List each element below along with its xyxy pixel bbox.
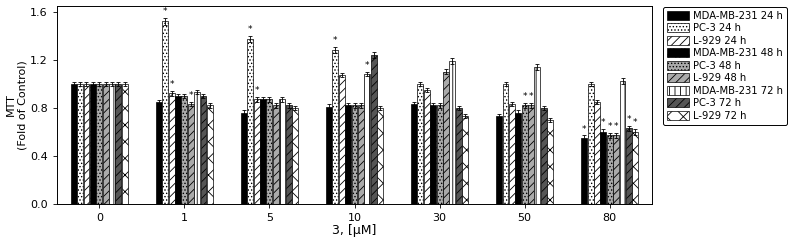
Bar: [260, 99, 266, 204]
Bar: [90, 84, 96, 204]
Bar: [522, 105, 527, 204]
Bar: [450, 61, 455, 204]
Bar: [71, 84, 77, 204]
Bar: [292, 108, 298, 204]
Bar: [175, 96, 181, 204]
Bar: [581, 138, 587, 204]
Text: *: *: [614, 122, 619, 131]
Bar: [370, 55, 377, 204]
Text: *: *: [529, 92, 534, 101]
Bar: [588, 84, 594, 204]
Bar: [285, 105, 292, 204]
Bar: [351, 105, 358, 204]
Bar: [417, 84, 423, 204]
Bar: [109, 84, 115, 204]
Text: *: *: [626, 115, 631, 124]
Text: *: *: [523, 92, 527, 101]
Bar: [462, 116, 468, 204]
Bar: [207, 105, 213, 204]
Bar: [594, 102, 600, 204]
Bar: [266, 99, 272, 204]
Bar: [96, 84, 102, 204]
Text: *: *: [633, 118, 638, 127]
Bar: [254, 99, 259, 204]
Bar: [83, 84, 90, 204]
Bar: [411, 104, 417, 204]
Bar: [534, 67, 540, 204]
Text: *: *: [255, 87, 259, 95]
Bar: [626, 128, 632, 204]
Bar: [613, 135, 619, 204]
Bar: [496, 116, 502, 204]
Bar: [241, 113, 247, 204]
Legend: MDA-MB-231 24 h, PC-3 24 h, L-929 24 h, MDA-MB-231 48 h, PC-3 48 h, L-929 48 h, : MDA-MB-231 24 h, PC-3 24 h, L-929 24 h, …: [663, 7, 787, 125]
Bar: [279, 99, 285, 204]
Bar: [102, 84, 109, 204]
Bar: [326, 107, 332, 204]
Bar: [600, 132, 607, 204]
Bar: [156, 102, 162, 204]
Bar: [619, 81, 626, 204]
Bar: [163, 21, 168, 204]
Bar: [345, 105, 351, 204]
Bar: [515, 113, 521, 204]
Bar: [443, 72, 449, 204]
Text: *: *: [607, 122, 612, 131]
Text: *: *: [601, 118, 606, 127]
Text: *: *: [333, 36, 338, 45]
Bar: [541, 108, 547, 204]
Bar: [607, 135, 613, 204]
Bar: [77, 84, 83, 204]
Bar: [339, 75, 345, 204]
Bar: [377, 108, 383, 204]
Bar: [431, 105, 436, 204]
Text: *: *: [189, 91, 193, 100]
Y-axis label: MTT
(Fold of Control): MTT (Fold of Control): [6, 60, 27, 150]
Bar: [509, 104, 515, 204]
Bar: [122, 84, 128, 204]
Bar: [503, 84, 508, 204]
Bar: [547, 120, 554, 204]
Bar: [456, 108, 462, 204]
Bar: [182, 96, 187, 204]
Text: *: *: [170, 80, 174, 89]
Bar: [169, 93, 174, 204]
Bar: [247, 39, 253, 204]
Text: *: *: [248, 26, 252, 35]
Bar: [188, 104, 193, 204]
Bar: [332, 50, 339, 204]
Bar: [116, 84, 121, 204]
Bar: [528, 105, 534, 204]
Bar: [437, 105, 442, 204]
Bar: [364, 74, 370, 204]
Bar: [424, 90, 430, 204]
Text: *: *: [163, 7, 167, 16]
X-axis label: 3, [μM]: 3, [μM]: [332, 225, 377, 237]
Text: *: *: [582, 125, 587, 134]
Bar: [273, 105, 279, 204]
Bar: [358, 105, 364, 204]
Text: *: *: [365, 61, 370, 70]
Bar: [201, 96, 206, 204]
Bar: [632, 132, 638, 204]
Bar: [194, 92, 200, 204]
